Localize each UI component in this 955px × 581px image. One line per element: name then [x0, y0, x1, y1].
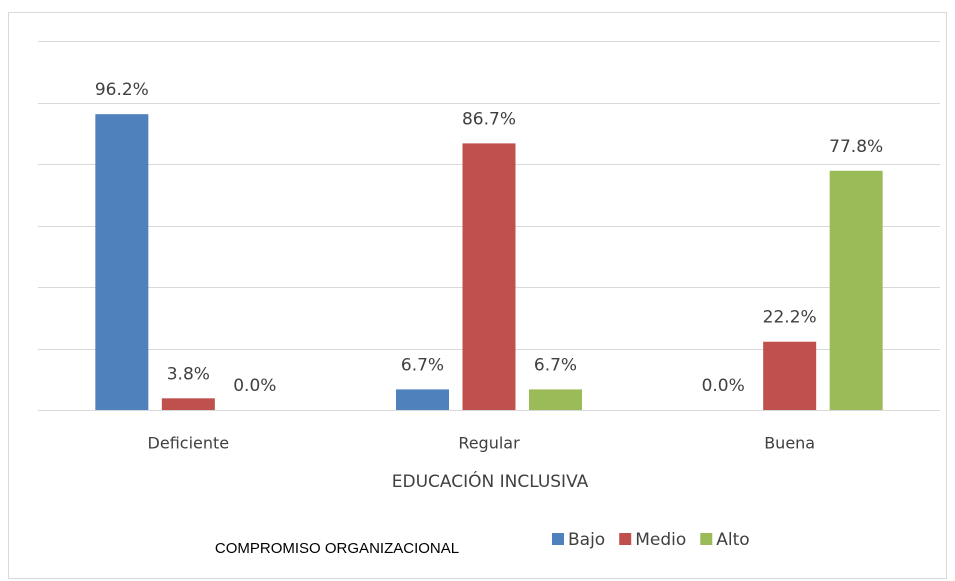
legend-swatch — [619, 533, 632, 545]
x-tick-label: Regular — [458, 434, 520, 453]
bar — [529, 389, 582, 410]
data-label: 0.0% — [702, 376, 745, 396]
data-label: 77.8% — [829, 137, 883, 157]
data-label: 3.8% — [167, 364, 210, 384]
data-label: 6.7% — [401, 355, 444, 375]
x-axis-label: EDUCACIÓN INCLUSIVA — [392, 470, 589, 492]
legend-swatch — [552, 533, 564, 545]
data-label: 6.7% — [534, 355, 577, 375]
data-label: 22.2% — [763, 308, 817, 328]
bar — [396, 389, 449, 410]
x-tick-label: Deficiente — [148, 434, 230, 453]
bar — [95, 114, 149, 410]
data-label: 96.2% — [95, 80, 149, 100]
legend-swatch — [700, 533, 713, 545]
bar — [462, 143, 516, 410]
x-tick-label: Buena — [764, 434, 815, 453]
legend-title: COMPROMISO ORGANIZACIONAL — [215, 540, 459, 557]
legend-label: Bajo — [568, 530, 605, 550]
legend-label: Medio — [635, 530, 686, 550]
legend-label: Alto — [716, 530, 749, 550]
bar — [829, 170, 883, 410]
data-label: 86.7% — [462, 109, 516, 129]
bar — [763, 341, 817, 410]
bar — [161, 398, 215, 410]
data-label: 0.0% — [233, 376, 276, 396]
